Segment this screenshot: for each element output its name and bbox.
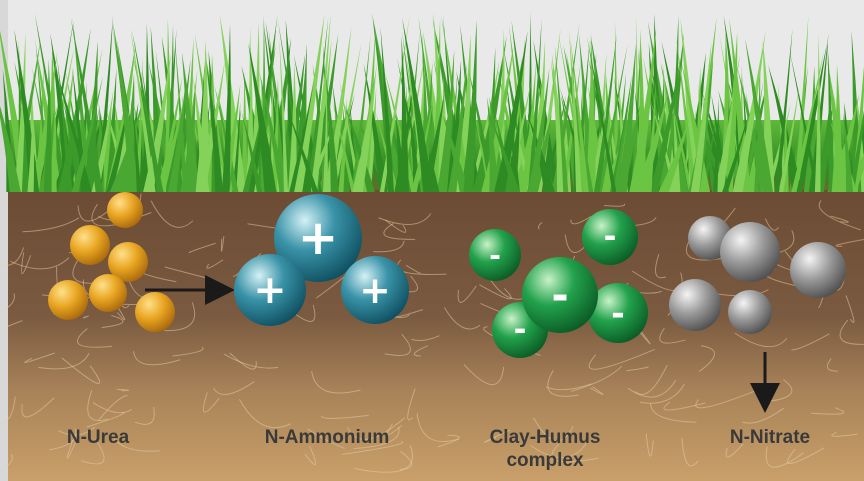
charge: - <box>514 312 527 348</box>
charge: - <box>551 271 568 320</box>
charge: + <box>298 210 339 266</box>
ion <box>107 192 143 228</box>
label: N-Nitrate <box>730 427 810 448</box>
soil-diagram: +++----- N-Urea N-Ammonium Clay-Humus co… <box>0 0 864 481</box>
charge: + <box>253 267 286 313</box>
ion <box>790 242 846 298</box>
ion <box>720 222 780 282</box>
ion <box>669 279 721 331</box>
grass <box>0 12 864 192</box>
ion <box>89 274 127 312</box>
ion <box>48 280 88 320</box>
label: complex <box>506 450 584 471</box>
charge: - <box>604 219 617 255</box>
ion <box>135 292 175 332</box>
charge: + <box>359 268 390 312</box>
charge: - <box>611 294 625 333</box>
label: N-Ammonium <box>265 427 390 448</box>
label: N-Urea <box>67 427 130 448</box>
label: Clay-Humus <box>490 427 601 448</box>
charge: - <box>489 238 501 272</box>
ion <box>70 225 110 265</box>
ion <box>728 290 772 334</box>
